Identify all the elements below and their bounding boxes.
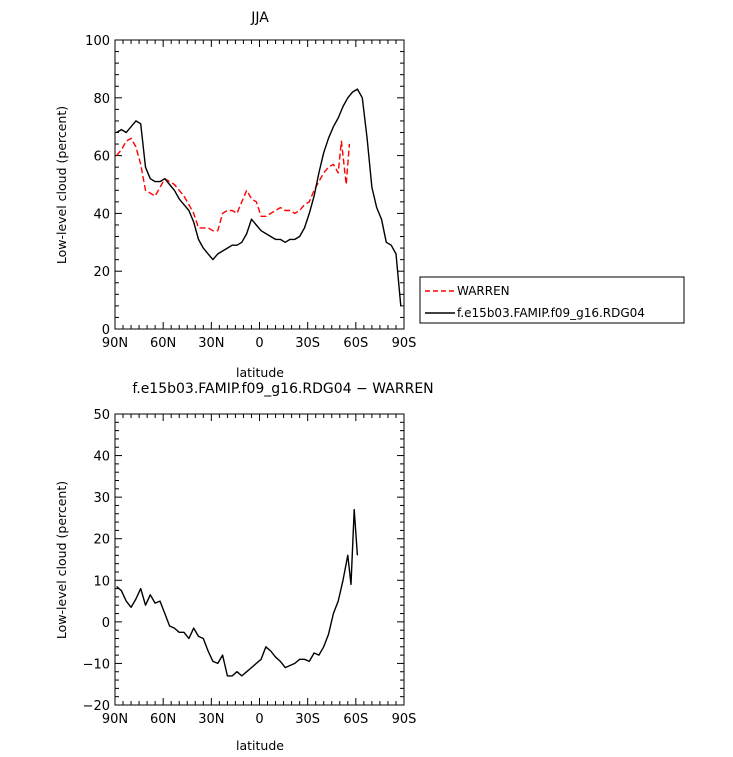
bottom-y-axis-label: Low-level cloud (percent) <box>54 481 69 639</box>
legend-label-model: f.e15b03.FAMIP.f09_g16.RDG04 <box>457 306 645 320</box>
bottom-y-tick-label: 0 <box>102 616 110 631</box>
bottom-x-tick-label: 90N <box>102 712 128 727</box>
bottom-y-tick-label: 10 <box>93 574 110 589</box>
top-y-tick-label: 20 <box>93 265 110 280</box>
bottom-series-line-0 <box>116 508 359 677</box>
top-series-line-0 <box>116 137 351 232</box>
bottom-y-tick-label: −20 <box>83 699 110 714</box>
bottom-chart-plot: 90N 60N 30N 0 30S 60S 90S −20 −10 0 10 20 30 40 50 <box>83 408 417 727</box>
bottom-x-tick-label: 30N <box>198 712 224 727</box>
top-y-tick-label: 0 <box>102 323 110 338</box>
bottom-x-tick-label: 60S <box>343 712 368 727</box>
top-plot-frame <box>114 39 405 330</box>
bottom-y-tick-label: 40 <box>93 450 110 465</box>
bottom-x-axis-label: latitude <box>236 738 284 753</box>
top-x-tick-label: 0 <box>255 336 263 351</box>
legend: WARREN f.e15b03.FAMIP.f09_g16.RDG04 <box>419 276 685 324</box>
top-series-line-1 <box>116 88 402 306</box>
top-x-tick-label: 60S <box>343 336 368 351</box>
top-y-tick-label: 40 <box>93 207 110 222</box>
bottom-x-tick-label: 90S <box>392 712 417 727</box>
bottom-chart-title: f.e15b03.FAMIP.f09_g16.RDG04 − WARREN <box>132 381 433 397</box>
top-y-axis-label: Low-level cloud (percent) <box>54 106 69 264</box>
bottom-x-tick-label: 0 <box>255 712 263 727</box>
bottom-y-tick-label: −10 <box>83 657 110 672</box>
top-x-axis-label: latitude <box>236 365 284 380</box>
top-chart-plot: 90N 60N 30N 0 30S 60S 90S 0 20 40 60 80 100 <box>85 34 416 351</box>
bottom-x-tick-label: 60N <box>150 712 176 727</box>
top-x-tick-label: 60N <box>150 336 176 351</box>
top-y-tick-label: 100 <box>85 34 110 49</box>
bottom-x-tick-label: 30S <box>295 712 320 727</box>
top-y-tick-label: 60 <box>93 150 110 165</box>
legend-label-warren: WARREN <box>457 284 510 298</box>
top-x-tick-label: 30N <box>198 336 224 351</box>
bottom-y-tick-label: 50 <box>93 408 110 423</box>
top-y-tick-label: 80 <box>93 92 110 107</box>
legend-box <box>419 276 685 324</box>
top-x-tick-label: 90S <box>392 336 417 351</box>
top-chart-title: JJA <box>250 10 269 26</box>
top-x-tick-label: 90N <box>102 336 128 351</box>
bottom-y-tick-label: 20 <box>93 533 110 548</box>
top-x-tick-label: 30S <box>295 336 320 351</box>
bottom-y-tick-label: 30 <box>93 491 110 506</box>
